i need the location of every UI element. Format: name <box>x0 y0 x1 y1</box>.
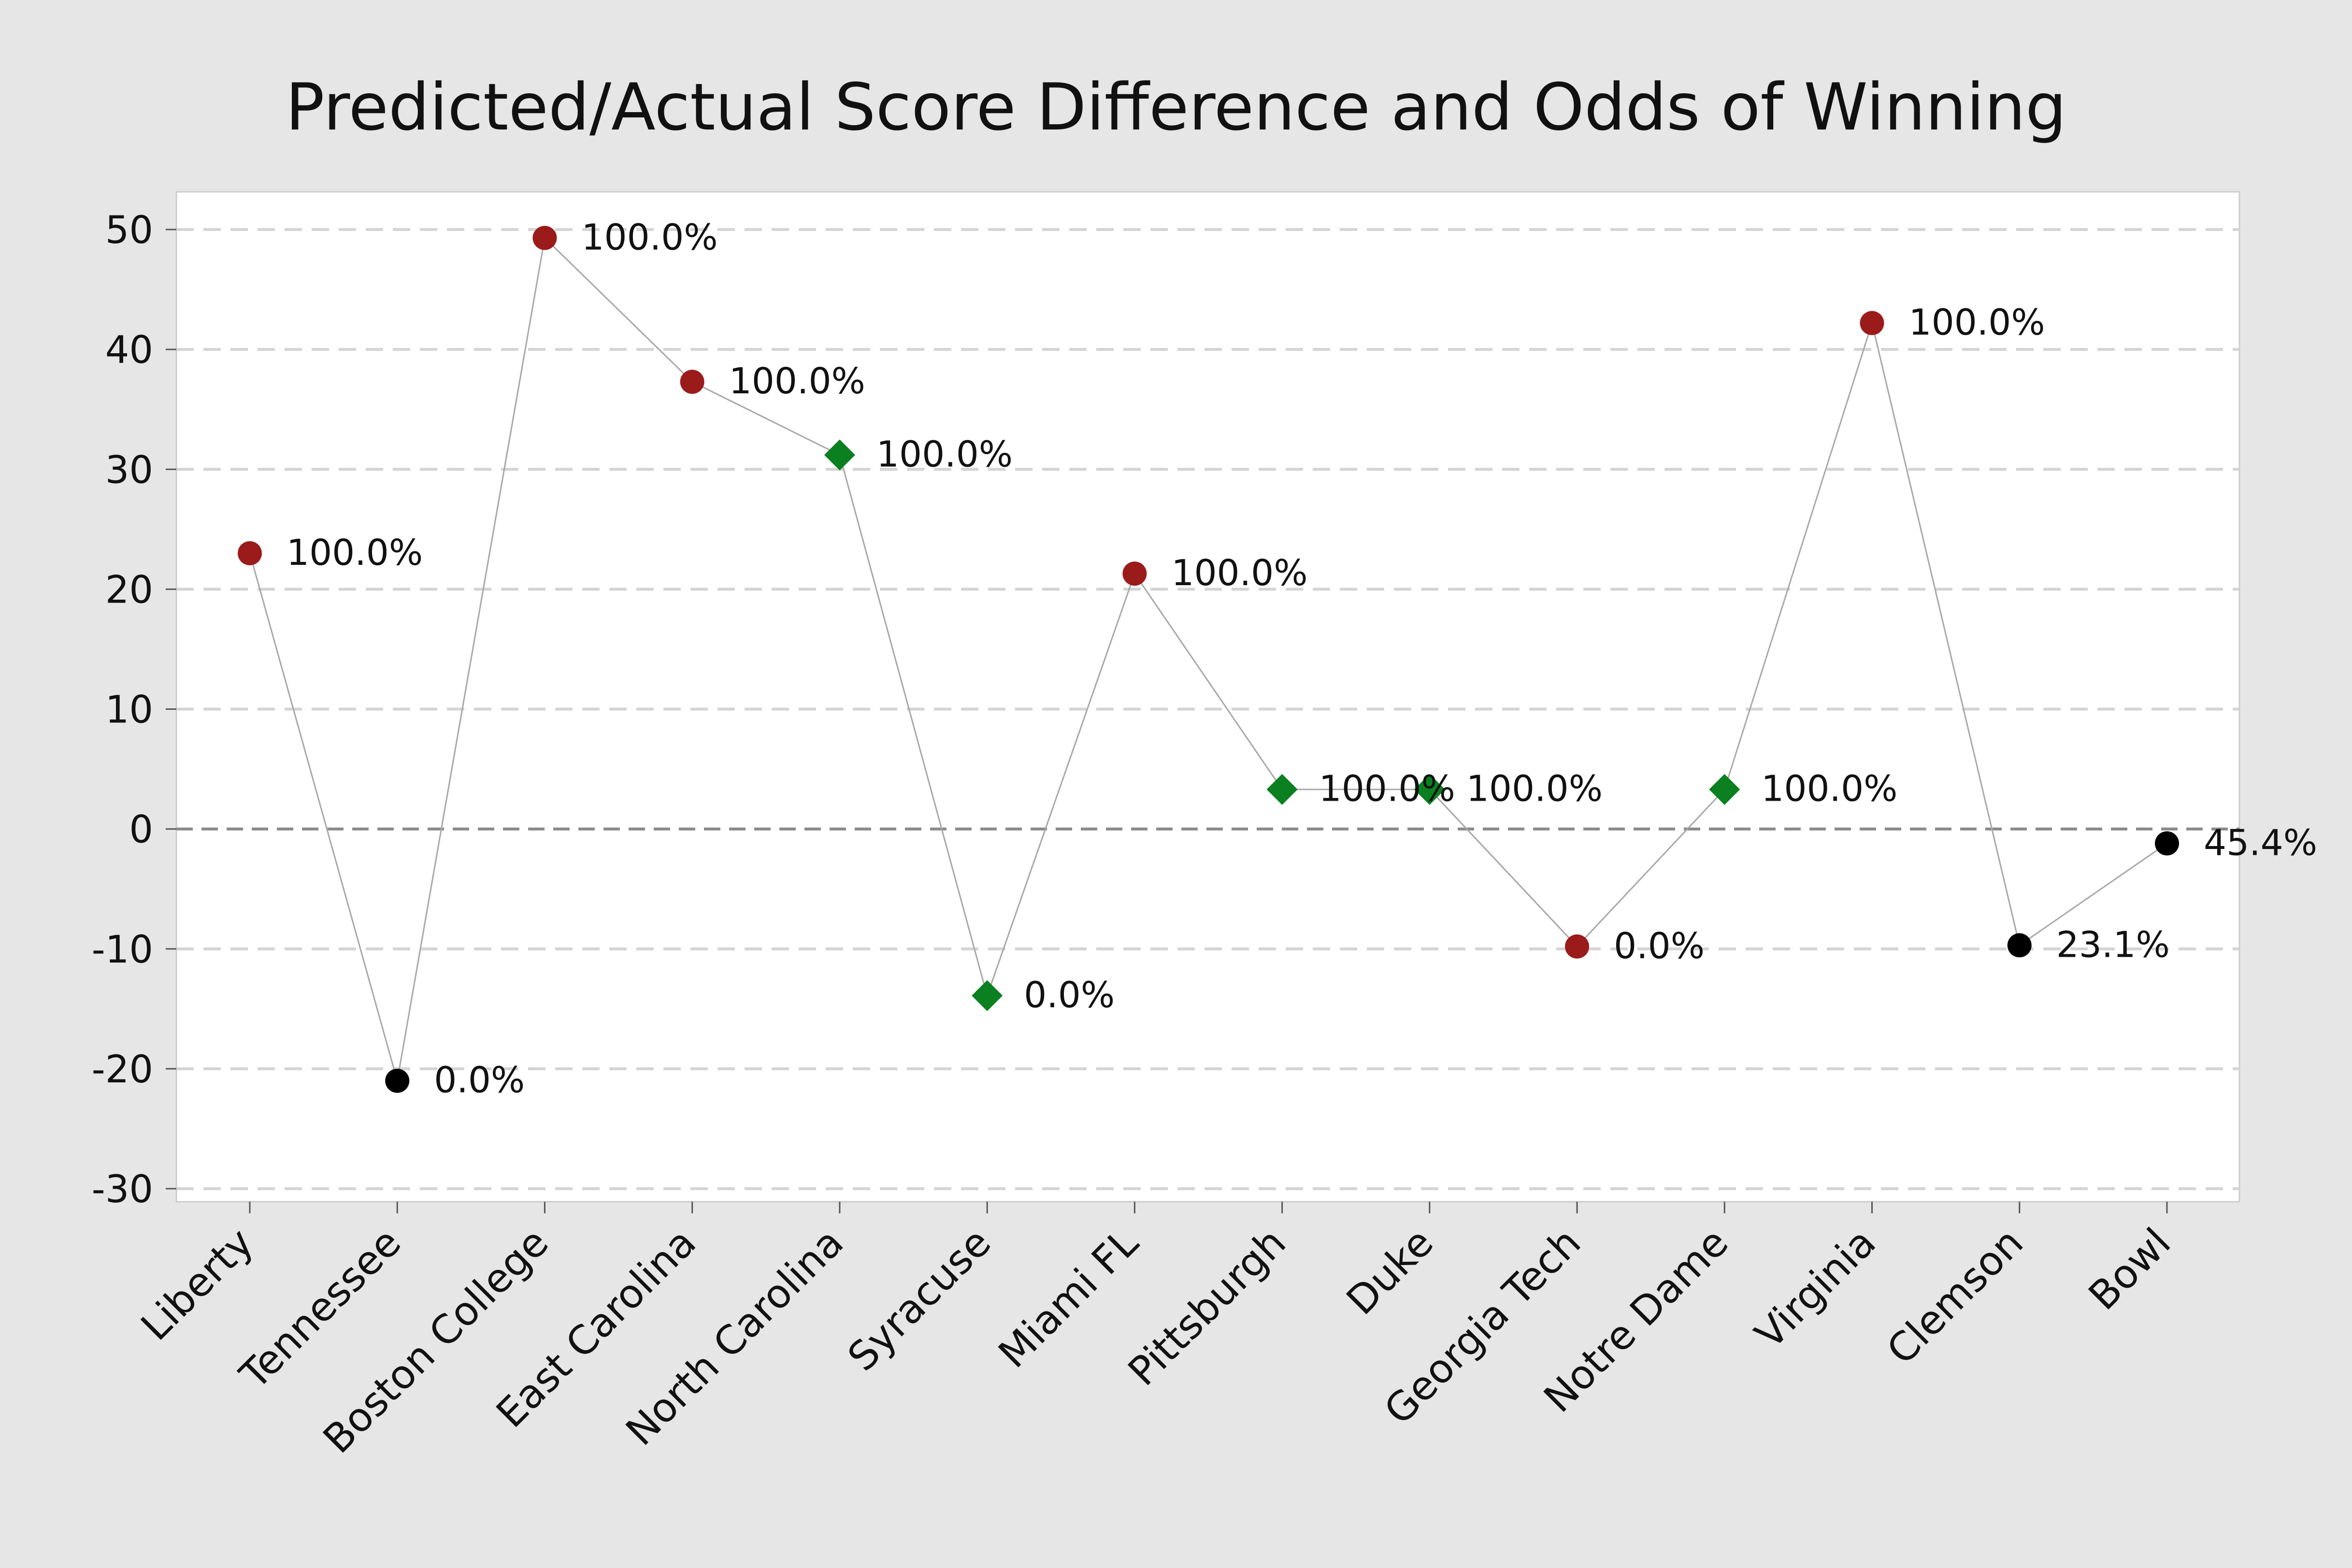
data-point-circle <box>532 226 557 250</box>
data-point-circle <box>2155 831 2179 856</box>
data-point-diamond <box>1414 774 1445 805</box>
data-label: 100.0% <box>876 433 1013 475</box>
y-tick-label: -30 <box>92 1168 153 1211</box>
data-label: 0.0% <box>434 1060 525 1101</box>
series-markers <box>238 226 2179 1093</box>
data-point-circle <box>1565 934 1590 959</box>
data-point-circle <box>680 370 704 394</box>
gridlines <box>176 228 2239 1190</box>
data-point-circle <box>1860 311 1884 335</box>
plot-area <box>175 191 2240 1203</box>
series-line <box>249 236 2167 1081</box>
data-point-circle <box>385 1068 410 1093</box>
data-point-circle <box>238 541 262 565</box>
data-label: 100.0% <box>1466 768 1603 810</box>
data-label: 100.0% <box>1761 768 1897 810</box>
data-label: 0.0% <box>1614 925 1705 967</box>
chart-title: Predicted/Actual Score Difference and Od… <box>286 70 2066 145</box>
series-line-path <box>249 236 2167 1081</box>
data-point-diamond <box>972 980 1003 1011</box>
data-label: 100.0% <box>581 216 717 258</box>
data-label: 0.0% <box>1024 975 1115 1016</box>
data-label: 23.1% <box>2056 924 2170 965</box>
data-point-diamond <box>824 439 855 471</box>
data-label: 100.0% <box>1319 768 1455 810</box>
data-label: 100.0% <box>1909 302 2045 344</box>
y-tick-label: 10 <box>105 689 153 732</box>
data-label: 45.4% <box>2204 822 2317 863</box>
y-tick-label: 20 <box>105 568 153 612</box>
data-label: 100.0% <box>287 532 423 574</box>
data-point-circle <box>2007 933 2032 958</box>
y-tick-label: 40 <box>105 329 153 372</box>
data-label: 100.0% <box>1171 552 1307 594</box>
data-labels: 100.0% 0.0% 100.0% 100.0% 100.0% 0.0% 100.0% 10… <box>287 216 2317 1101</box>
y-tick-label: 30 <box>105 448 153 492</box>
data-point-circle <box>1122 561 1147 586</box>
y-axis: 50 40 30 20 10 0 -10 -20 -30 <box>92 209 176 1211</box>
data-label: 100.0% <box>729 360 865 402</box>
y-tick-label: 50 <box>105 209 153 252</box>
data-point-diamond <box>1709 774 1740 805</box>
y-tick-label: -20 <box>92 1048 153 1092</box>
y-tick-label: -10 <box>92 928 153 972</box>
y-tick-label: 0 <box>129 808 153 852</box>
data-point-diamond <box>1266 774 1298 805</box>
